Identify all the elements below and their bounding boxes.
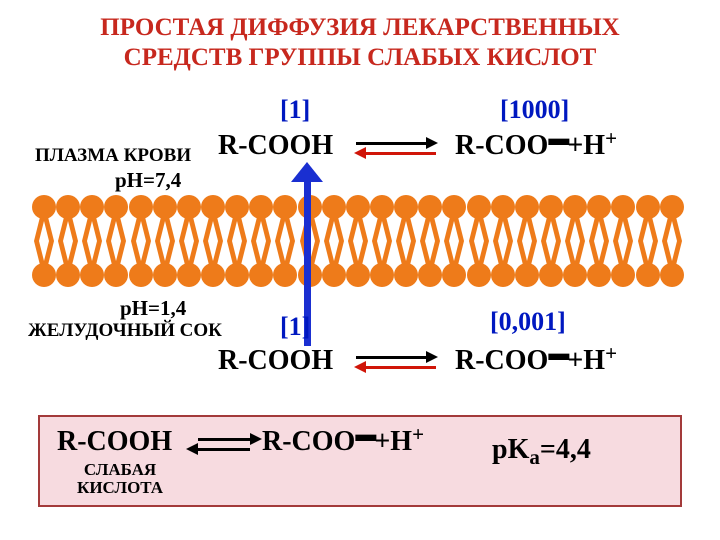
- gastric-ion-tail: +H: [567, 345, 605, 376]
- lipid: [587, 195, 611, 241]
- title-line-1: ПРОСТАЯ ДИФФУЗИЯ ЛЕКАРСТВЕННЫХ: [0, 14, 720, 42]
- lipid: [201, 195, 225, 241]
- lipid: [611, 241, 635, 287]
- box-equilibrium-arrow: [192, 436, 256, 456]
- plasma-equilibrium-arrow: [350, 140, 442, 160]
- lipid: [611, 195, 635, 241]
- box-acid-sublabel: СЛАБАЯКИСЛОТА: [77, 461, 163, 497]
- gastric-species-acid: R-COOH: [218, 345, 333, 377]
- lipid: [225, 195, 249, 241]
- lipid: [636, 195, 660, 241]
- lipid: [201, 241, 225, 287]
- gastric-equilibrium-arrow: [350, 354, 442, 374]
- lipid: [129, 241, 153, 287]
- lipid: [322, 195, 346, 241]
- lipid: [491, 241, 515, 287]
- lipid: [153, 241, 177, 287]
- box-pka: pKa=4,4: [492, 434, 591, 466]
- lipid-row-bottom: [32, 241, 684, 287]
- lipid: [80, 241, 104, 287]
- gastric-conc-ion: [0,001]: [490, 307, 566, 337]
- lipid: [370, 195, 394, 241]
- lipid: [129, 195, 153, 241]
- gastric-ion-base: R-COO: [455, 345, 548, 376]
- lipid: [32, 241, 56, 287]
- lipid: [515, 241, 539, 287]
- title-line-2: СРЕДСТВ ГРУППЫ СЛАБЫХ КИСЛОТ: [0, 44, 720, 72]
- lipid: [563, 195, 587, 241]
- lipid: [394, 241, 418, 287]
- lipid: [56, 195, 80, 241]
- lipid: [660, 195, 684, 241]
- lipid: [177, 195, 201, 241]
- lipid: [56, 241, 80, 287]
- lipid-bilayer: [32, 195, 684, 287]
- box-species-acid: R-COOH: [57, 426, 172, 458]
- lipid: [346, 195, 370, 241]
- lipid: [563, 241, 587, 287]
- plasma-species-acid: R-COOH: [218, 130, 333, 162]
- box-ion-tail: +H: [374, 426, 412, 457]
- equation-box: R-COOH СЛАБАЯКИСЛОТА R-COO▬+H+ pKa=4,4: [38, 415, 682, 507]
- plasma-ion-plus: +: [605, 126, 617, 150]
- plasma-label: ПЛАЗМА КРОВИ: [35, 145, 191, 167]
- lipid: [177, 241, 201, 287]
- lipid: [322, 241, 346, 287]
- lipid: [225, 241, 249, 287]
- lipid: [32, 195, 56, 241]
- plasma-species-ion: R-COO▬+H+: [455, 130, 617, 162]
- lipid: [467, 195, 491, 241]
- lipid: [491, 195, 515, 241]
- gastric-label: ЖЕЛУДОЧНЫЙ СОК: [28, 320, 222, 342]
- plasma-ion-tail: +H: [567, 130, 605, 161]
- lipid: [153, 195, 177, 241]
- gastric-conc-acid: [1]: [280, 312, 310, 342]
- box-ion-base: R-COO: [262, 426, 355, 457]
- lipid: [249, 195, 273, 241]
- lipid: [660, 241, 684, 287]
- lipid: [442, 241, 466, 287]
- box-species-ion: R-COO▬+H+: [262, 426, 424, 458]
- lipid: [104, 241, 128, 287]
- gastric-species-ion: R-COO▬+H+: [455, 345, 617, 377]
- plasma-conc-ion: [1000]: [500, 95, 569, 125]
- lipid: [394, 195, 418, 241]
- gastric-ion-plus: +: [605, 341, 617, 365]
- gastric-ph: pH=1,4: [120, 296, 186, 321]
- lipid: [539, 241, 563, 287]
- lipid: [418, 195, 442, 241]
- lipid: [80, 195, 104, 241]
- lipid: [104, 195, 128, 241]
- lipid: [249, 241, 273, 287]
- lipid: [442, 195, 466, 241]
- lipid: [467, 241, 491, 287]
- lipid: [636, 241, 660, 287]
- lipid: [346, 241, 370, 287]
- lipid-row-top: [32, 195, 684, 241]
- lipid: [418, 241, 442, 287]
- box-ion-plus: +: [412, 422, 424, 446]
- lipid: [539, 195, 563, 241]
- diagram-stage: { "title": { "line1": "ПРОСТАЯ ДИФФУЗИЯ …: [0, 0, 720, 540]
- lipid: [515, 195, 539, 241]
- plasma-ph: pH=7,4: [115, 168, 181, 193]
- plasma-conc-acid: [1]: [280, 95, 310, 125]
- plasma-ion-base: R-COO: [455, 130, 548, 161]
- lipid: [370, 241, 394, 287]
- lipid: [587, 241, 611, 287]
